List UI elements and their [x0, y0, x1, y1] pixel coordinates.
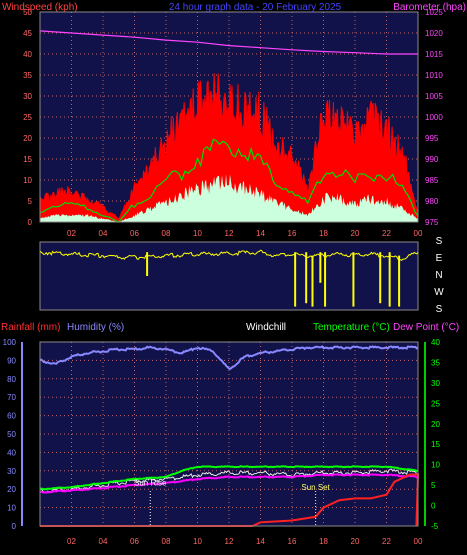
y-tick-right: 10: [431, 461, 440, 470]
wind-barometer-chart: 0510152025303540455097598098599099510001…: [2, 2, 466, 238]
x-tick: 14: [256, 229, 265, 238]
legend-windchill: Windchill: [246, 322, 286, 333]
y-tick-left: 10: [7, 504, 16, 513]
series-average: [39, 138, 419, 223]
y-tick-right: 1000: [425, 113, 443, 122]
y-tick-right: 980: [425, 197, 439, 206]
y-tick-right: 35: [431, 358, 440, 367]
y-tick-right: 1020: [425, 29, 443, 38]
y-tick-left: 50: [23, 8, 32, 17]
y-tick-left: 90: [7, 356, 16, 365]
x-tick: 00: [414, 229, 423, 238]
legend-rainfall: Rainfall (mm): [1, 322, 60, 333]
y-tick-left: 40: [23, 50, 32, 59]
y-tick-right: 1015: [425, 50, 443, 59]
compass-label: S: [436, 304, 443, 315]
y-tick-right: 990: [425, 155, 439, 164]
series-wind: [40, 174, 418, 222]
legend-dewpoint: Dew Point (°C): [393, 322, 459, 333]
sunset-label: Sun Set: [301, 483, 330, 492]
y-tick-left: 0: [12, 522, 17, 531]
direction-background: [39, 241, 419, 311]
y-tick-left: 35: [23, 71, 32, 80]
y-axis-label-left: Windspeed (kph): [2, 2, 78, 13]
x-tick: 22: [382, 537, 391, 546]
y-tick-left: 0: [28, 218, 33, 227]
series-humidity: [39, 345, 419, 370]
sunrise-label: Sun Rise: [134, 479, 167, 488]
y-tick-right: 15: [431, 440, 440, 449]
x-tick: 12: [225, 229, 234, 238]
y-tick-right: 40: [431, 338, 440, 347]
x-tick: 02: [67, 537, 76, 546]
y-tick-right: 5: [431, 481, 436, 490]
y-tick-left: 60: [7, 412, 16, 421]
x-tick: 18: [319, 537, 328, 546]
y-tick-right: 1005: [425, 92, 443, 101]
legend-temperature: Temperature (°C): [313, 322, 390, 333]
y-tick-left: 45: [23, 29, 32, 38]
x-tick: 16: [288, 229, 297, 238]
series-temperature: [39, 465, 418, 491]
x-tick: 14: [256, 537, 265, 546]
plot-frame: [39, 11, 419, 223]
y-tick-left: 100: [3, 338, 17, 347]
y-axis-label-right: Barometer (hpa): [393, 2, 466, 13]
y-tick-left: 40: [7, 448, 16, 457]
series-windchill: [39, 468, 419, 494]
series-barometer: [39, 30, 418, 55]
y-tick-right: -5: [431, 522, 439, 531]
x-tick: 16: [288, 537, 297, 546]
y-tick-left: 20: [7, 485, 16, 494]
plot-frame: [39, 341, 419, 527]
y-tick-right: 25: [431, 399, 440, 408]
x-tick: 08: [162, 229, 171, 238]
x-tick: 20: [351, 537, 360, 546]
compass-label: E: [436, 253, 443, 264]
y-tick-left: 70: [7, 393, 16, 402]
x-tick: 04: [99, 229, 108, 238]
legend-humidity: Humidity (%): [67, 322, 124, 333]
x-tick: 10: [193, 537, 202, 546]
compass-label: N: [435, 270, 442, 281]
y-tick-right: 20: [431, 420, 440, 429]
x-tick: 00: [414, 537, 423, 546]
y-tick-right: 985: [425, 176, 439, 185]
x-tick: 12: [225, 537, 234, 546]
series-dewpoint: [39, 473, 419, 494]
y-tick-right: 1025: [425, 8, 443, 17]
y-tick-left: 15: [23, 155, 32, 164]
y-tick-left: 20: [23, 134, 32, 143]
x-tick: 22: [382, 229, 391, 238]
x-tick: 08: [162, 537, 171, 546]
y-tick-left: 30: [7, 467, 16, 476]
x-tick: 02: [67, 229, 76, 238]
x-tick: 04: [99, 537, 108, 546]
series-direction: [39, 249, 419, 262]
chart-title: 24 hour graph data - 20 February 2025: [169, 2, 342, 13]
y-tick-right: 975: [425, 218, 439, 227]
temperature-humidity-chart: 0 10 20 30 40 50 60 70 80 90 100 -5 0 5 10 15 20 25 30 35 40…: [1, 322, 459, 546]
y-tick-right: 0: [431, 502, 436, 511]
x-tick: 06: [130, 229, 139, 238]
x-tick: 20: [351, 229, 360, 238]
y-tick-left: 80: [7, 375, 16, 384]
y-tick-right: 1010: [425, 71, 443, 80]
y-tick-right: 30: [431, 379, 440, 388]
x-tick: 06: [130, 537, 139, 546]
y-tick-left: 10: [23, 176, 32, 185]
y-tick-left: 50: [7, 430, 16, 439]
y-tick-left: 5: [28, 197, 33, 206]
y-tick-right: 995: [425, 134, 439, 143]
x-tick: 10: [193, 229, 202, 238]
y-tick-left: 25: [23, 113, 32, 122]
compass-label: S: [436, 236, 443, 247]
y-tick-left: 30: [23, 92, 32, 101]
compass-label: W: [434, 287, 444, 298]
x-tick: 18: [319, 229, 328, 238]
